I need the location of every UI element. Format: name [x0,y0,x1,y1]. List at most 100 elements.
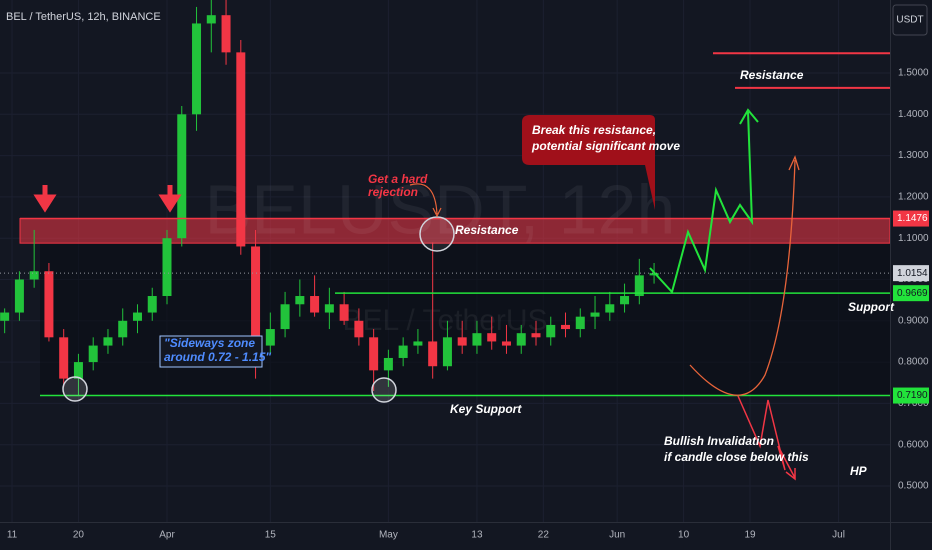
x-tick-label: Apr [159,530,175,541]
candle-body [649,273,659,276]
annotation: Support [848,300,895,314]
candle-body [487,333,497,342]
price-tag-label: 1.1476 [897,213,928,224]
candle-body [457,337,467,346]
note-box [159,335,263,368]
candle-body [354,320,364,338]
y-tick-label: 0.5000 [898,481,929,492]
candle-body [546,324,556,338]
candle-body [103,337,113,346]
candle-body [251,246,261,346]
annotation: rejection [368,185,418,199]
candle-body [413,341,423,346]
sideways-zone [40,243,890,396]
candle-body [295,296,305,305]
candle-body [516,333,526,346]
candle-body [605,304,615,313]
candle-body [442,337,452,367]
price-tag [893,285,929,302]
price-tag-label: 0.7190 [897,390,928,401]
annotation: "Sideways zone [164,336,255,350]
chart-title: BEL / TetherUS, 12h, BINANCE [6,11,161,23]
price-tag [893,265,929,282]
price-tag [893,387,929,404]
y-tick-label: 1.2000 [898,192,929,203]
candle-body [575,316,585,330]
candle-body [132,312,142,321]
candle-body [118,320,128,338]
annotation: HP [850,464,868,478]
annotation: potential significant move [531,139,680,153]
projection-down [737,395,796,481]
axis-border [890,0,891,550]
x-tick-label: 20 [73,530,85,541]
candle-body [73,362,83,379]
annotation: Key Support [450,402,522,416]
y-tick-label: 0.6000 [898,439,929,450]
x-tick-label: 22 [538,530,550,541]
annotation: Resistance [740,68,804,82]
x-tick-label: Jun [609,530,625,541]
currency: USDT [896,15,923,26]
callout-box [522,115,655,210]
candle-body [177,114,187,239]
x-tick-label: 11 [7,530,18,541]
price-tag [893,210,929,227]
annotation: Resistance [455,223,519,237]
candle-body [369,337,379,371]
y-tick-label: 0.8000 [898,357,929,368]
price-tag-label: 0.9669 [897,288,928,299]
y-tick-label: 1.3000 [898,150,929,161]
annotation: if candle close below this [664,450,809,464]
candle-body [501,341,511,346]
candle-body [324,304,334,313]
price-tag-label: 1.0154 [897,268,928,279]
axes: 0.50000.60000.70000.80000.90001.00001.10… [7,68,929,541]
candle-body [44,271,54,338]
x-tick-label: Jul [832,530,845,541]
candle-body [0,312,10,321]
candle-body [14,279,24,313]
x-tick-label: 19 [744,530,756,541]
highlight-circle [419,216,455,252]
candle-body [192,23,202,115]
candle-body [634,275,644,297]
candle-body [88,345,98,363]
candle-body [29,271,39,280]
candle-body [310,296,320,313]
y-tick-label: 1.5000 [898,68,929,79]
levels [0,52,890,397]
annotation: around 0.72 - 1.15" [164,350,271,364]
candle-body [620,296,630,305]
candle-body [59,337,69,379]
candle-body [280,304,290,330]
candle-body [265,329,275,346]
y-tick-label: 0.9000 [898,315,929,326]
candle-body [472,333,482,346]
annotations: Resistance Resistance Support Key Support Br… [164,68,895,478]
candle-body [162,238,172,297]
annotation: Break this resistance, [532,123,656,137]
candle-body [531,333,541,338]
drawings [33,4,928,481]
x-tick-label: 13 [471,530,483,541]
candle-body [147,296,157,313]
axis-border [0,522,932,523]
x-tick-label: 10 [678,530,690,541]
projection-curve [689,155,800,396]
candle-body [339,304,349,321]
candle-body [428,341,438,367]
candle-body [236,52,246,247]
annotation: Bullish Invalidation [664,434,774,448]
candle-body [398,345,408,358]
candle-body [221,15,231,53]
candle-body [383,357,393,371]
candle-body [561,324,571,330]
y-tick-label: 1.4000 [898,109,929,120]
down-arrow [33,185,57,213]
currency-box [892,4,928,36]
y-tick-label: 1.1000 [898,233,929,244]
watermark-symbol: BEL / TetherUS [342,304,547,337]
